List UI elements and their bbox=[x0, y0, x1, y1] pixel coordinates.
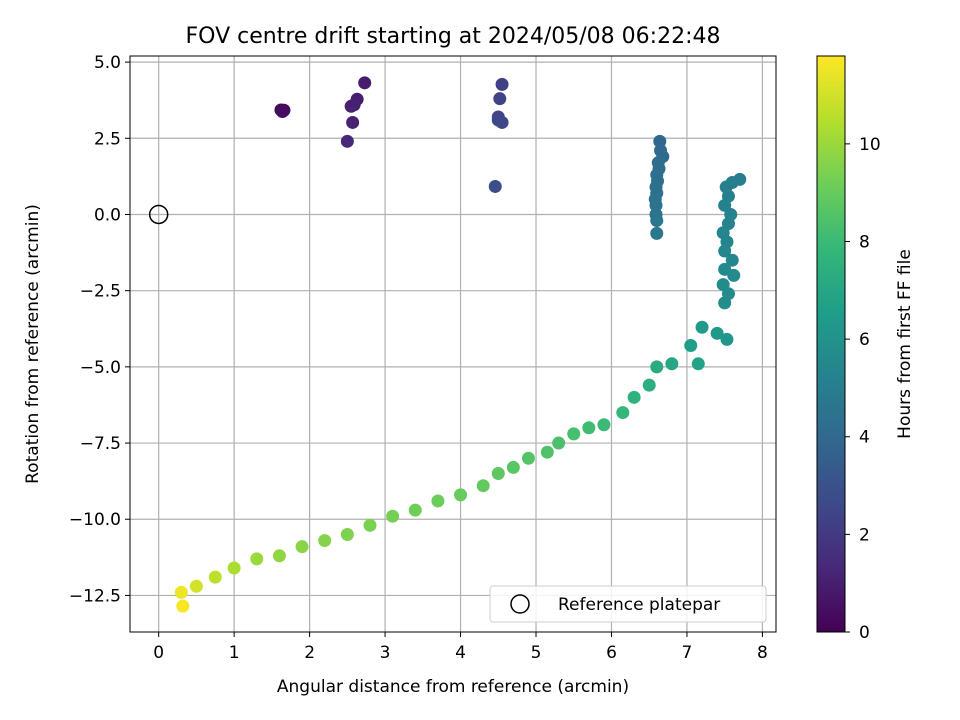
scatter-point bbox=[189, 579, 203, 593]
x-tick-label: 3 bbox=[380, 643, 391, 663]
scatter-point bbox=[386, 509, 400, 523]
scatter-point bbox=[358, 76, 372, 90]
legend-box bbox=[489, 585, 767, 623]
scatter-point bbox=[718, 244, 732, 258]
colorbar-tick-label: 0 bbox=[859, 623, 870, 643]
scatter-point bbox=[521, 451, 535, 465]
scatter-point bbox=[408, 503, 422, 517]
y-tick-label: −10.0 bbox=[69, 510, 121, 530]
scatter-point bbox=[491, 113, 505, 127]
y-tick-label: 2.5 bbox=[94, 129, 121, 149]
scatter-point bbox=[710, 326, 724, 340]
scatter-point bbox=[272, 549, 286, 563]
scatter-point bbox=[227, 561, 241, 575]
scatter-point bbox=[695, 320, 709, 334]
x-tick-label: 4 bbox=[455, 643, 466, 663]
x-tick-label: 1 bbox=[229, 643, 240, 663]
x-axis-label: Angular distance from reference (arcmin) bbox=[277, 677, 629, 697]
scatter-point bbox=[567, 427, 581, 441]
x-tick-label: 0 bbox=[153, 643, 164, 663]
scatter-point bbox=[488, 179, 502, 193]
scatter-point bbox=[476, 479, 490, 493]
y-tick-label: −2.5 bbox=[80, 282, 121, 302]
scatter-point bbox=[495, 77, 509, 91]
scatter-points bbox=[174, 76, 747, 613]
y-tick-label: −5.0 bbox=[80, 358, 121, 378]
colorbar-tick-label: 6 bbox=[859, 330, 870, 350]
reference-platepar-marker bbox=[148, 204, 169, 225]
x-tick-label: 7 bbox=[682, 643, 693, 663]
legend-label-reference-platepar: Reference platepar bbox=[558, 595, 720, 615]
scatter-point bbox=[582, 421, 596, 435]
scatter-point bbox=[650, 214, 664, 228]
scatter-point bbox=[642, 378, 656, 392]
scatter-point bbox=[344, 99, 358, 113]
scatter-point bbox=[346, 115, 360, 129]
colorbar bbox=[816, 55, 846, 633]
scatter-point bbox=[174, 585, 188, 599]
x-tick-label: 8 bbox=[757, 643, 768, 663]
scatter-point bbox=[208, 570, 222, 584]
scatter-point bbox=[540, 445, 554, 459]
x-tick-label: 5 bbox=[531, 643, 542, 663]
colorbar-label: Hours from first FF file bbox=[895, 249, 915, 439]
scatter-point bbox=[665, 357, 679, 371]
colorbar-ticks: 0 2 4 6 8 10 bbox=[845, 135, 881, 643]
scatter-point bbox=[718, 198, 732, 212]
colorbar-tick-label: 2 bbox=[859, 525, 870, 545]
scatter-point bbox=[650, 360, 664, 374]
scatter-point bbox=[627, 390, 641, 404]
scatter-point bbox=[176, 599, 190, 613]
scatter-point bbox=[649, 198, 663, 212]
y-tick-label: −12.5 bbox=[69, 586, 121, 606]
scatter-point bbox=[493, 92, 507, 106]
scatter-point bbox=[275, 104, 289, 118]
scatter-point bbox=[616, 406, 630, 420]
scatter-point bbox=[491, 467, 505, 481]
scatter-point bbox=[718, 296, 732, 310]
y-axis-ticks: 5.0 2.5 0.0 −2.5 −5.0 −7.5 −10.0 −12.5 bbox=[69, 53, 130, 606]
scatter-point bbox=[650, 226, 664, 240]
scatter-point bbox=[363, 518, 377, 532]
scatter-point bbox=[684, 339, 698, 353]
scatter-point bbox=[318, 534, 332, 548]
scatter-point bbox=[597, 418, 611, 432]
scatter-point bbox=[340, 527, 354, 541]
scatter-point bbox=[340, 134, 354, 148]
scatter-point bbox=[431, 494, 445, 508]
scatter-point bbox=[552, 436, 566, 450]
scatter-point bbox=[454, 488, 468, 502]
grid-lines bbox=[130, 56, 776, 632]
x-axis-ticks: 0 1 2 3 4 5 6 7 8 bbox=[153, 632, 768, 663]
scatter-point bbox=[506, 460, 520, 474]
colorbar-tick-label: 8 bbox=[859, 232, 870, 252]
y-tick-label: 0.0 bbox=[94, 205, 121, 225]
x-tick-label: 6 bbox=[606, 643, 617, 663]
chart-title: FOV centre drift starting at 2024/05/08 … bbox=[186, 24, 721, 49]
scatter-point bbox=[691, 357, 705, 371]
colorbar-tick-label: 4 bbox=[859, 428, 870, 448]
y-tick-label: −7.5 bbox=[80, 434, 121, 454]
scatter-point bbox=[727, 268, 741, 282]
legend-open-circle-marker bbox=[510, 594, 530, 614]
y-tick-label: 5.0 bbox=[94, 53, 121, 73]
colorbar-tick-label: 10 bbox=[859, 135, 881, 155]
scatter-point bbox=[725, 253, 739, 267]
plot-frame bbox=[129, 55, 777, 633]
y-axis-label: Rotation from reference (arcmin) bbox=[23, 204, 43, 484]
scatter-point bbox=[250, 552, 264, 566]
scatter-point bbox=[720, 332, 734, 346]
scatter-point bbox=[295, 540, 309, 554]
legend: Reference platepar bbox=[489, 585, 767, 623]
x-tick-label: 2 bbox=[304, 643, 315, 663]
